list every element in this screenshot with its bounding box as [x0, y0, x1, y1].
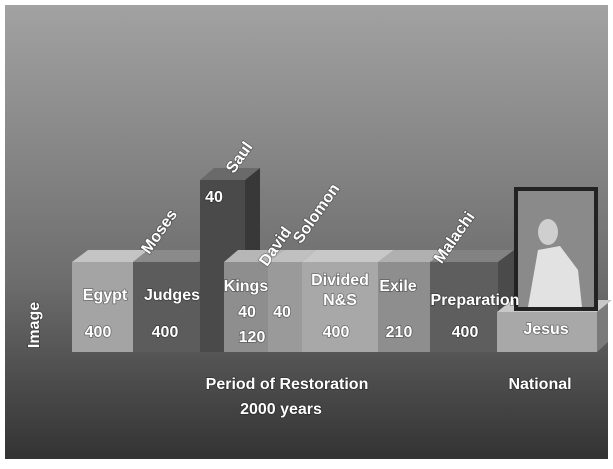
value: 40	[205, 189, 223, 206]
label: Judges	[144, 287, 200, 304]
page: Image Egypt 400 Judges 400 Saul 40 Kings…	[0, 0, 613, 464]
label: Egypt	[83, 287, 128, 304]
label: Exile	[379, 278, 416, 295]
footer: 2000 years	[240, 401, 322, 418]
slide: Image Egypt 400 Judges 400 Saul 40 Kings…	[0, 0, 613, 464]
value: 40	[273, 304, 291, 321]
value: 40	[238, 304, 256, 321]
value: 400	[452, 324, 479, 341]
value: 120	[239, 329, 266, 346]
label: Divided	[311, 272, 369, 289]
label: Kings	[224, 278, 269, 295]
value: 400	[152, 324, 179, 341]
value: 400	[85, 324, 112, 341]
side-label: Image	[26, 302, 43, 348]
label: Preparation	[431, 292, 520, 309]
label: Jesus	[523, 321, 568, 338]
footer: National	[508, 376, 571, 393]
footer: Period of Restoration	[206, 376, 369, 393]
value: 210	[386, 324, 413, 341]
value: 400	[323, 324, 350, 341]
label: N&S	[323, 292, 357, 309]
